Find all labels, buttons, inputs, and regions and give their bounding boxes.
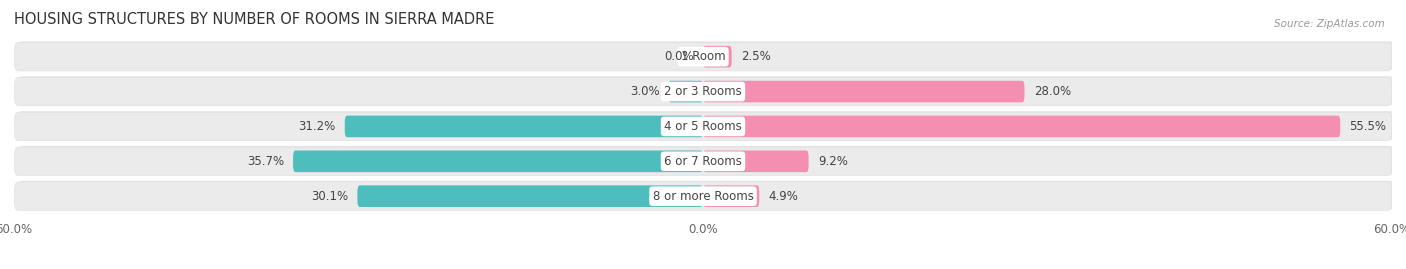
Text: 31.2%: 31.2% bbox=[298, 120, 336, 133]
FancyBboxPatch shape bbox=[703, 81, 1025, 102]
Text: 28.0%: 28.0% bbox=[1033, 85, 1071, 98]
FancyBboxPatch shape bbox=[17, 181, 1395, 210]
FancyBboxPatch shape bbox=[703, 46, 731, 68]
Text: 4 or 5 Rooms: 4 or 5 Rooms bbox=[664, 120, 742, 133]
Text: 30.1%: 30.1% bbox=[311, 190, 349, 203]
Text: 4.9%: 4.9% bbox=[769, 190, 799, 203]
FancyBboxPatch shape bbox=[357, 185, 703, 207]
FancyBboxPatch shape bbox=[14, 182, 1392, 210]
Text: 2.5%: 2.5% bbox=[741, 50, 770, 63]
FancyBboxPatch shape bbox=[703, 116, 1340, 137]
Text: Source: ZipAtlas.com: Source: ZipAtlas.com bbox=[1274, 19, 1385, 29]
FancyBboxPatch shape bbox=[17, 41, 1395, 70]
Text: 35.7%: 35.7% bbox=[247, 155, 284, 168]
FancyBboxPatch shape bbox=[669, 81, 703, 102]
Text: 3.0%: 3.0% bbox=[630, 85, 659, 98]
FancyBboxPatch shape bbox=[14, 147, 1392, 176]
FancyBboxPatch shape bbox=[14, 43, 1392, 71]
Text: 9.2%: 9.2% bbox=[818, 155, 848, 168]
FancyBboxPatch shape bbox=[17, 146, 1395, 175]
FancyBboxPatch shape bbox=[17, 76, 1395, 105]
Text: 0.0%: 0.0% bbox=[664, 50, 693, 63]
Text: 1 Room: 1 Room bbox=[681, 50, 725, 63]
Text: HOUSING STRUCTURES BY NUMBER OF ROOMS IN SIERRA MADRE: HOUSING STRUCTURES BY NUMBER OF ROOMS IN… bbox=[14, 12, 495, 27]
FancyBboxPatch shape bbox=[703, 185, 759, 207]
Text: 2 or 3 Rooms: 2 or 3 Rooms bbox=[664, 85, 742, 98]
FancyBboxPatch shape bbox=[17, 111, 1395, 140]
FancyBboxPatch shape bbox=[292, 150, 703, 172]
Text: 55.5%: 55.5% bbox=[1350, 120, 1386, 133]
FancyBboxPatch shape bbox=[344, 116, 703, 137]
FancyBboxPatch shape bbox=[703, 150, 808, 172]
FancyBboxPatch shape bbox=[14, 77, 1392, 106]
Text: 6 or 7 Rooms: 6 or 7 Rooms bbox=[664, 155, 742, 168]
Text: 8 or more Rooms: 8 or more Rooms bbox=[652, 190, 754, 203]
FancyBboxPatch shape bbox=[14, 112, 1392, 141]
